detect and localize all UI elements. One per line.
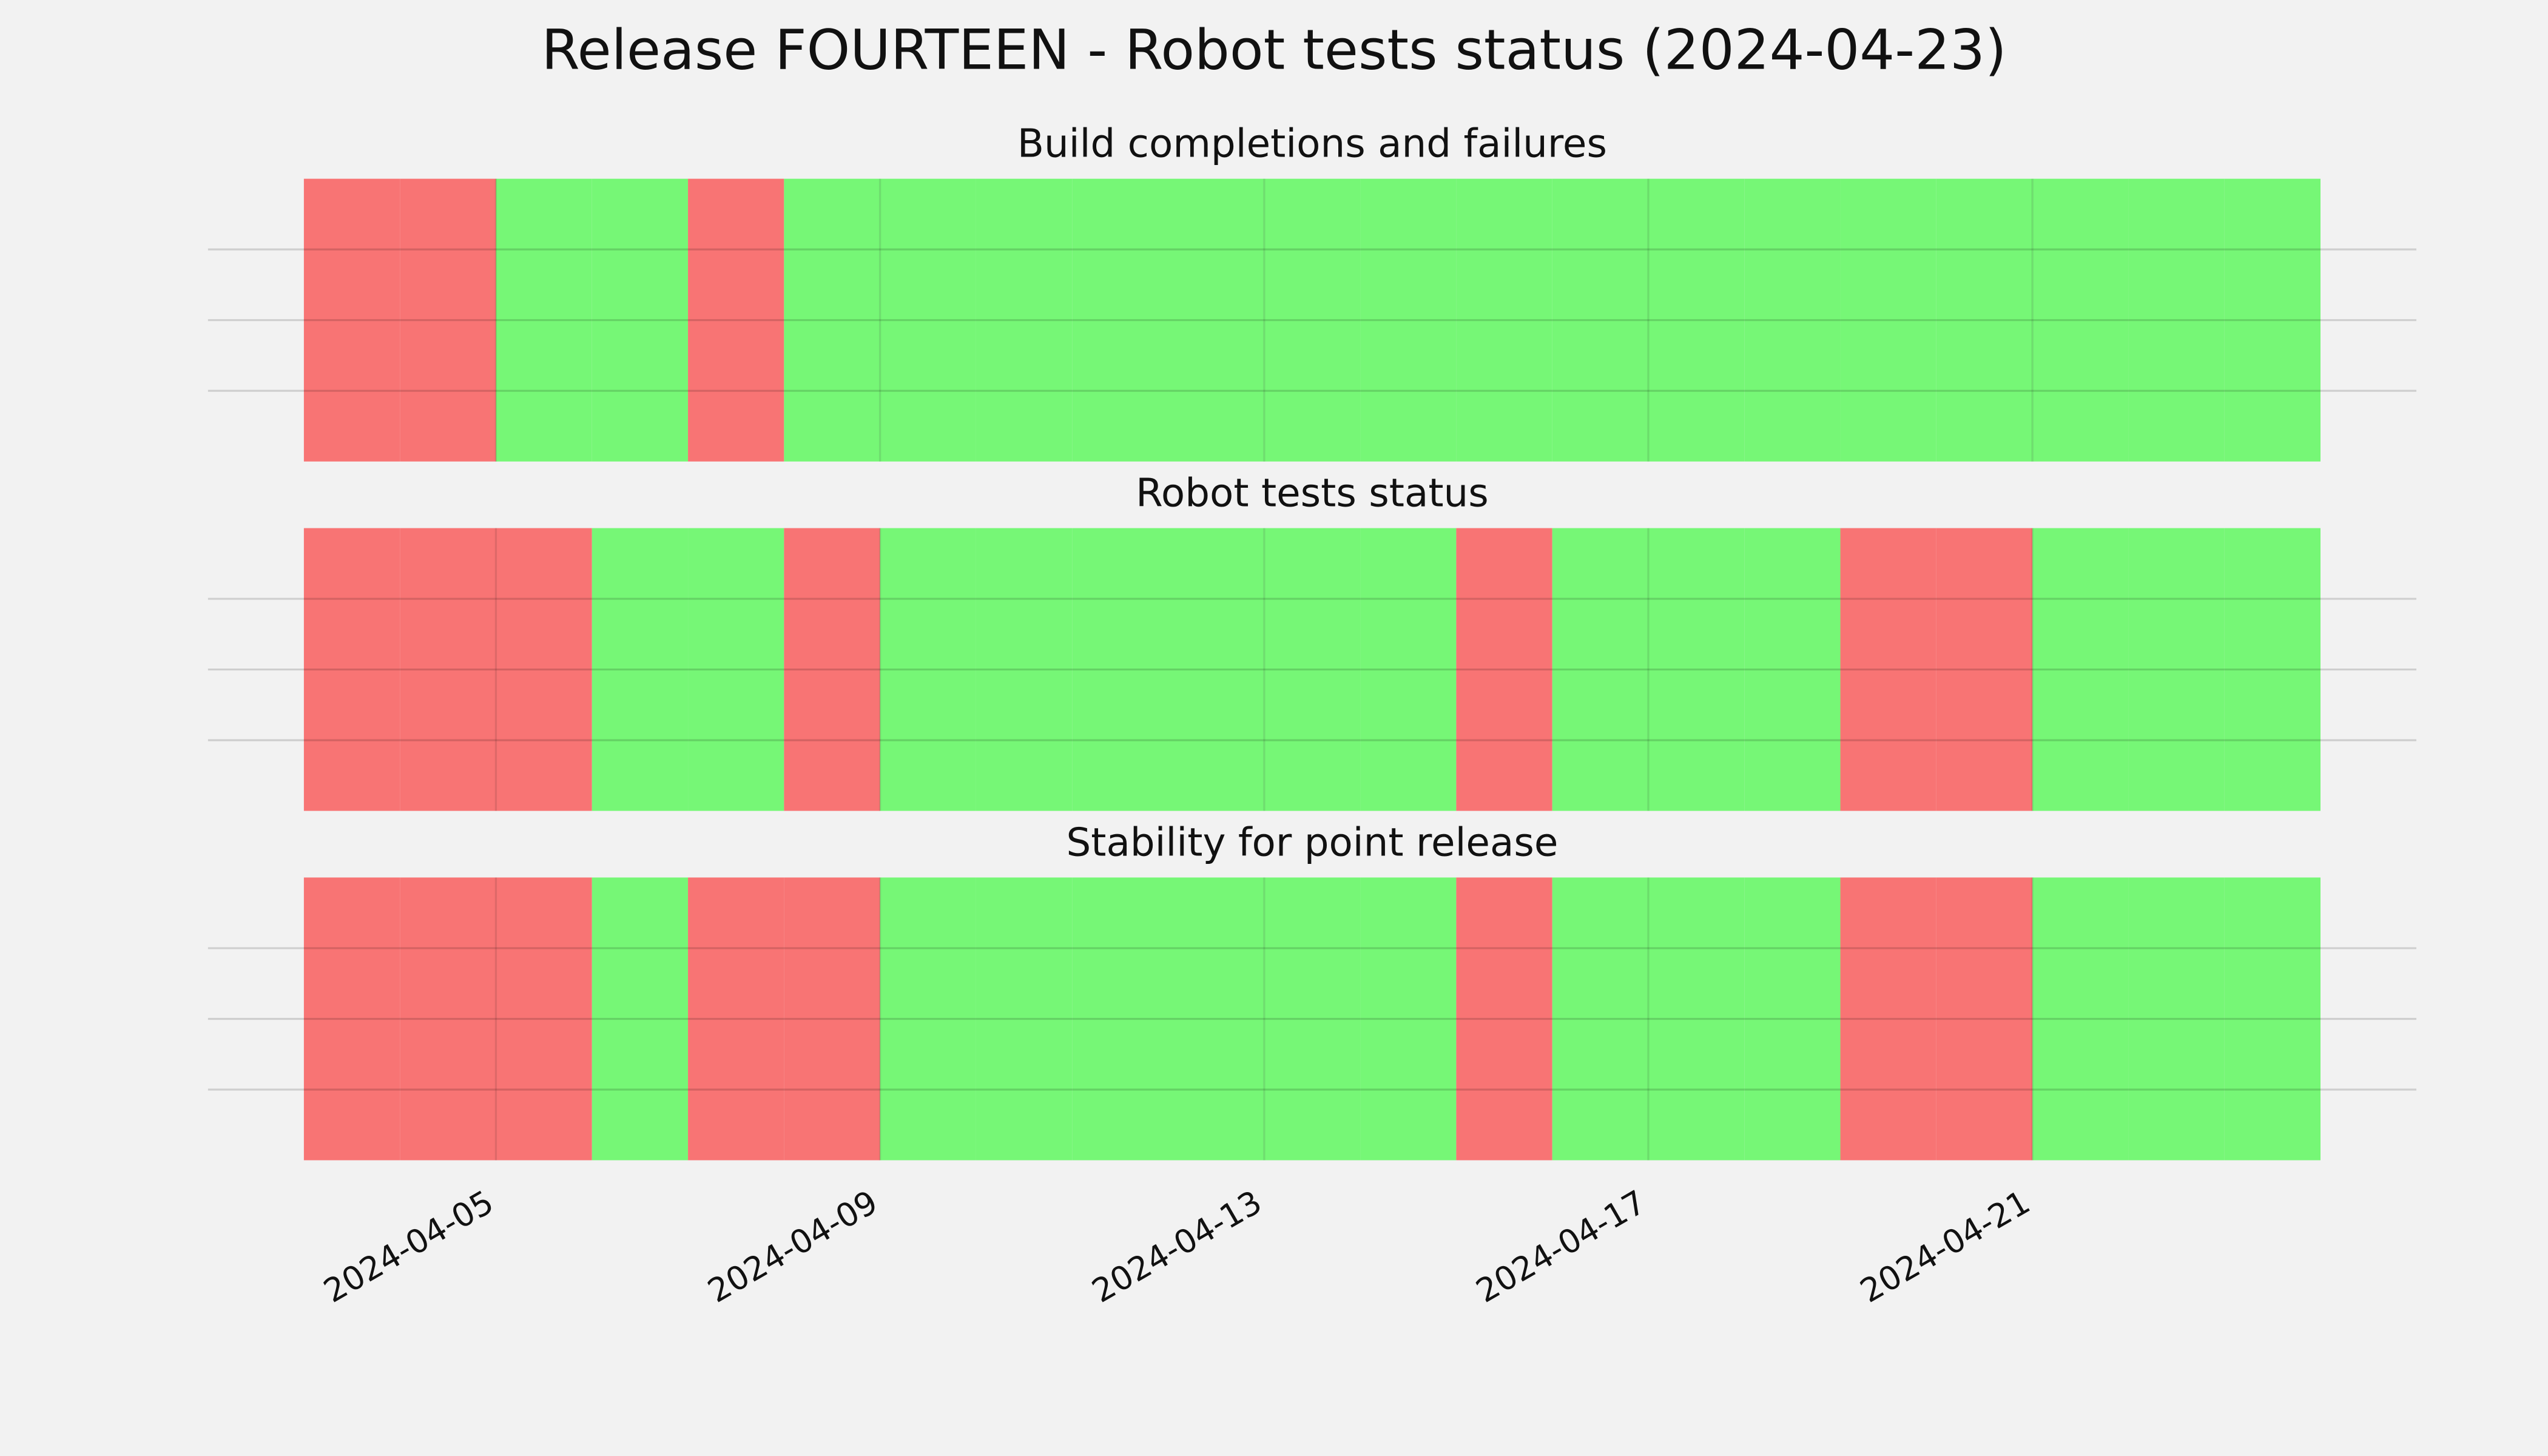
status-bar: [688, 528, 784, 811]
status-bar: [688, 178, 784, 462]
status-bar: [1936, 178, 2033, 462]
status-bar: [1552, 528, 1648, 811]
status-bar: [1552, 178, 1648, 462]
status-bar: [1072, 528, 1168, 811]
status-bar: [1648, 877, 1745, 1161]
status-bar: [1648, 178, 1745, 462]
status-bar: [2032, 528, 2129, 811]
status-bar: [880, 178, 976, 462]
status-bar: [1648, 528, 1745, 811]
status-bar: [1168, 877, 1264, 1161]
status-bar: [1168, 178, 1264, 462]
status-bar: [303, 528, 400, 811]
status-bar: [400, 178, 496, 462]
status-bar: [784, 528, 880, 811]
status-bar: [1360, 528, 1457, 811]
subplot-title: Robot tests status: [1136, 471, 1489, 516]
x-tick-label: 2024-04-09: [701, 1183, 884, 1310]
status-bar: [2128, 528, 2225, 811]
status-bar: [1936, 528, 2033, 811]
status-bar: [1264, 877, 1361, 1161]
status-bar: [400, 528, 496, 811]
status-bar: [976, 178, 1073, 462]
status-bar: [976, 877, 1073, 1161]
status-bar: [303, 877, 400, 1161]
status-bar: [400, 877, 496, 1161]
status-bar: [592, 877, 689, 1161]
status-bar: [2128, 877, 2225, 1161]
status-bar: [1456, 178, 1552, 462]
status-bar: [880, 877, 976, 1161]
status-bar: [2128, 178, 2225, 462]
status-bar: [1552, 877, 1648, 1161]
status-bar: [496, 528, 592, 811]
status-bar: [1072, 178, 1168, 462]
subplot-title: Build completions and failures: [1017, 121, 1607, 167]
status-bar: [592, 528, 689, 811]
status-bar: [1264, 178, 1361, 462]
status-bar: [496, 877, 592, 1161]
status-bar: [592, 178, 689, 462]
status-bar: [1072, 877, 1168, 1161]
status-bar: [1744, 178, 1841, 462]
x-tick-label: 2024-04-13: [1085, 1183, 1268, 1310]
subplot-title: Stability for point release: [1067, 820, 1559, 865]
status-bar: [880, 528, 976, 811]
status-bar: [1744, 877, 1841, 1161]
status-bar: [1840, 178, 1936, 462]
x-tick-label: 2024-04-05: [317, 1183, 500, 1310]
status-bar: [1744, 528, 1841, 811]
status-bar: [1264, 528, 1361, 811]
status-bar: [2224, 877, 2320, 1161]
x-tick-label: 2024-04-17: [1469, 1183, 1652, 1310]
status-bar: [496, 178, 592, 462]
status-bar: [1456, 528, 1552, 811]
status-bar: [303, 178, 400, 462]
status-bar: [1456, 877, 1552, 1161]
status-bar: [2224, 178, 2320, 462]
x-tick-label: 2024-04-21: [1854, 1183, 2037, 1310]
status-bar: [784, 877, 880, 1161]
status-bar: [1840, 528, 1936, 811]
status-bar: [1168, 528, 1264, 811]
chart-title: Release FOURTEEN - Robot tests status (2…: [541, 18, 2006, 82]
status-bar: [1840, 877, 1936, 1161]
status-bar: [2224, 528, 2320, 811]
status-bar: [1936, 877, 2033, 1161]
status-bar: [1360, 877, 1457, 1161]
status-bar: [2032, 178, 2129, 462]
status-bar: [2032, 877, 2129, 1161]
status-bar: [1360, 178, 1457, 462]
status-bar: [688, 877, 784, 1161]
status-bar: [784, 178, 880, 462]
status-bar: [976, 528, 1073, 811]
